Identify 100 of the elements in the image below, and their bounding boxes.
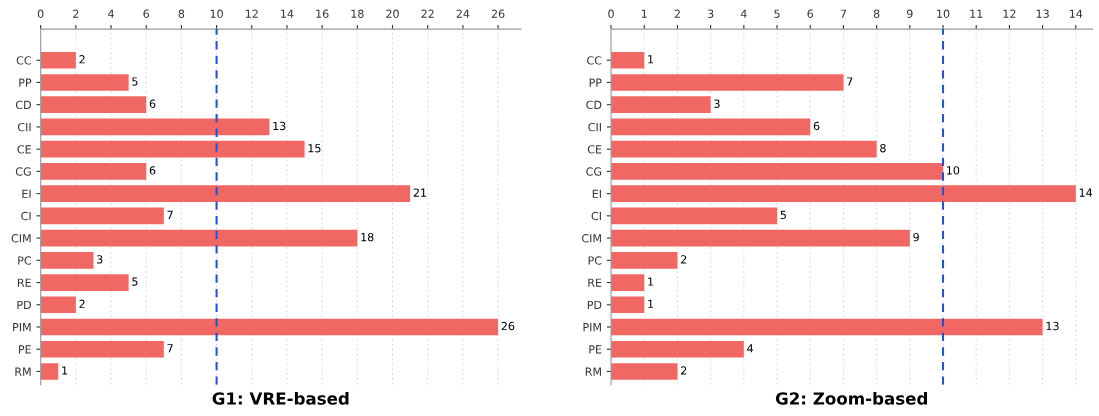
x-tick-label: 0 <box>608 9 614 18</box>
bar <box>40 140 305 158</box>
text: G2: Zoom-based <box>775 391 927 405</box>
data-label: 2 <box>681 366 687 375</box>
data-label: 15 <box>308 144 321 153</box>
x-tick-label: 18 <box>351 9 364 18</box>
data-label: 13 <box>273 121 286 131</box>
x-tick-label: 11 <box>970 9 983 18</box>
x-tick-label: 2 <box>73 9 79 18</box>
x-tick-label: 16 <box>316 9 329 18</box>
bar <box>40 363 59 380</box>
bar <box>40 185 411 202</box>
y-tick-label: CIM <box>11 234 31 243</box>
y-tick-label: CII <box>588 122 601 132</box>
y-tick-label: PE <box>589 345 602 354</box>
y-tick-label: CC <box>587 56 602 65</box>
data-label: 1 <box>648 277 654 286</box>
data-label: 2 <box>79 299 85 308</box>
data-label: 7 <box>167 344 173 353</box>
bar <box>40 96 147 114</box>
x-tick-label: 24 <box>456 9 470 18</box>
bar <box>611 118 811 136</box>
y-tick-label: PC <box>588 256 602 265</box>
x-tick-label: 14 <box>1069 9 1083 18</box>
y-tick-label: PIM <box>13 323 31 332</box>
bar <box>611 185 1076 202</box>
bar <box>40 274 129 291</box>
bar <box>611 296 645 314</box>
data-label: 21 <box>413 188 426 197</box>
data-label: 1 <box>648 299 654 308</box>
x-tick-label: 8 <box>873 9 880 18</box>
y-tick-label: PD <box>17 300 31 309</box>
y-tick-label: CI <box>21 211 31 221</box>
y-tick-label: CD <box>586 100 602 110</box>
y-tick-label: EI <box>592 189 601 198</box>
y-tick-label: PP <box>19 78 32 87</box>
bar <box>611 140 877 158</box>
data-label: 3 <box>97 255 103 264</box>
y-tick-label: PD <box>587 300 602 309</box>
x-tick-label: 6 <box>143 9 150 18</box>
data-label: 8 <box>880 143 886 153</box>
data-label: 5 <box>132 77 138 86</box>
data-label: 1 <box>648 55 654 64</box>
bar <box>611 251 678 269</box>
x-tick-label: 26 <box>491 9 505 18</box>
bar <box>40 207 164 225</box>
data-label: 9 <box>913 232 919 242</box>
y-tick-label: CC <box>16 56 32 65</box>
bar <box>611 51 645 69</box>
bar <box>40 251 94 269</box>
x-tick-label: 12 <box>245 9 258 18</box>
data-label: 13 <box>1046 321 1059 331</box>
data-label: 7 <box>847 77 853 86</box>
bar <box>40 318 499 336</box>
y-tick-label: RE <box>588 278 602 287</box>
x-tick-label: 14 <box>281 9 294 18</box>
x-tick-label: 5 <box>774 9 780 18</box>
y-tick-label: PP <box>589 78 602 87</box>
bar <box>611 363 678 380</box>
x-tick-label: 10 <box>210 9 223 18</box>
data-label: 10 <box>947 166 960 175</box>
data-label: 6 <box>149 166 156 175</box>
bar <box>40 51 76 69</box>
bar <box>40 229 358 247</box>
y-tick-label: PE <box>19 345 31 354</box>
data-label: 26 <box>501 321 515 331</box>
x-tick-label: 7 <box>840 9 847 18</box>
y-tick-label: PC <box>18 256 32 265</box>
data-label: 14 <box>1079 188 1093 197</box>
data-label: 4 <box>747 344 754 353</box>
y-tick-label: CII <box>17 122 31 132</box>
bar <box>40 163 147 180</box>
x-tick-label: 10 <box>937 9 950 18</box>
y-tick-label: CI <box>591 211 601 221</box>
y-tick-label: RE <box>17 278 31 287</box>
data-label: 2 <box>681 255 687 264</box>
data-label: 5 <box>132 277 138 286</box>
y-tick-label: PIM <box>583 323 601 332</box>
x-tick-label: 0 <box>37 9 44 18</box>
data-label: 3 <box>714 99 720 108</box>
y-tick-label: RM <box>15 367 31 376</box>
bar <box>611 96 711 114</box>
bar <box>40 296 76 314</box>
x-tick-label: 20 <box>386 9 399 18</box>
x-tick-label: 4 <box>108 9 114 18</box>
x-tick-label: 3 <box>707 9 714 18</box>
bar <box>611 163 944 180</box>
text: G1: VRE-based <box>212 391 349 405</box>
y-tick-label: CG <box>586 167 602 176</box>
x-tick-label: 1 <box>641 9 647 18</box>
y-tick-label: CG <box>15 167 31 176</box>
y-tick-label: EI <box>22 189 31 198</box>
bar <box>611 207 778 225</box>
x-tick-label: 4 <box>740 9 747 18</box>
x-tick-label: 2 <box>674 9 680 18</box>
x-tick-label: 22 <box>421 9 434 18</box>
data-label: 1 <box>62 366 68 375</box>
y-tick-label: CE <box>587 145 602 154</box>
data-label: 6 <box>813 121 820 131</box>
bar <box>611 74 844 91</box>
